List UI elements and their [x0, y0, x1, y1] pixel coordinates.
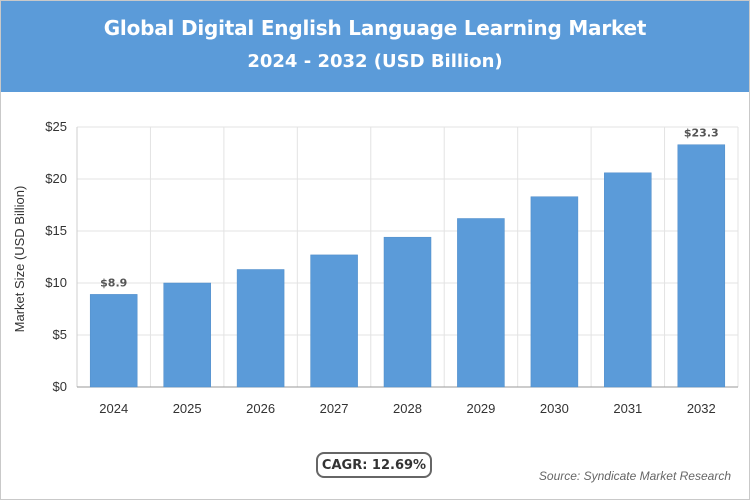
chart-subtitle: 2024 - 2032 (USD Billion): [247, 51, 503, 72]
bar: [236, 269, 285, 388]
y-tick-label: $15: [45, 223, 67, 238]
y-tick-label: $20: [45, 171, 67, 186]
bar: [163, 282, 211, 388]
chart-header: Global Digital English Language Learning…: [1, 1, 749, 92]
labels: $0 $5 $10 $15 $20 $25 2024 $8.9 2025 2026 2027 2028…: [45, 119, 718, 416]
source-note: Source: Syndicate Market Research: [538, 469, 731, 483]
x-tick-label: 2025: [173, 401, 202, 416]
bar: [89, 294, 138, 388]
x-tick-label: 2031: [613, 401, 642, 416]
data-label: $8.9: [100, 276, 127, 289]
y-tick-label: $0: [53, 379, 67, 394]
x-tick-label: 2024: [99, 401, 128, 416]
bar: [383, 236, 432, 388]
x-tick-label: 2027: [320, 401, 349, 416]
y-tick-label: $25: [45, 119, 67, 134]
x-tick-label: 2028: [393, 401, 422, 416]
x-tick-label: 2030: [540, 401, 569, 416]
x-tick-label: 2032: [687, 401, 716, 416]
cagr-badge: CAGR: 12.69%: [316, 452, 432, 478]
bars: [89, 144, 726, 388]
y-tick-label: $5: [53, 327, 67, 342]
y-axis-label: Market Size (USD Billion): [12, 186, 27, 333]
bar: [677, 144, 726, 388]
y-tick-label: $10: [45, 275, 67, 290]
bar: [457, 218, 505, 388]
bar: [604, 172, 652, 388]
chart-title: Global Digital English Language Learning…: [103, 16, 647, 40]
x-tick-label: 2029: [466, 401, 495, 416]
bar: [530, 196, 579, 388]
bar: [310, 254, 358, 388]
data-label: $23.3: [684, 127, 719, 140]
x-tick-label: 2026: [246, 401, 275, 416]
